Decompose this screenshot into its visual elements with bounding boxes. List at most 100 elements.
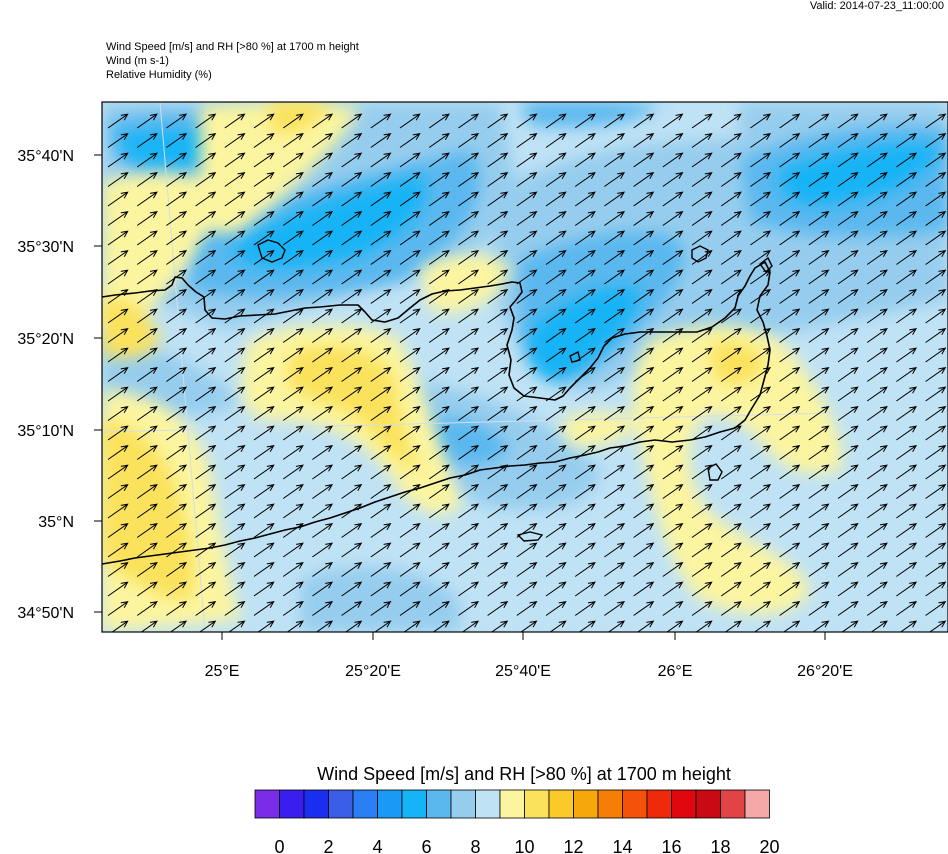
wind-arrow — [574, 308, 596, 324]
wind-arrow — [896, 347, 918, 363]
wind-arrow — [662, 464, 684, 480]
wind-arrow — [720, 269, 742, 285]
wind-arrow — [866, 523, 888, 538]
wind-arrow — [487, 464, 509, 480]
wind-arrow — [282, 523, 304, 538]
wind-arrow — [107, 172, 129, 187]
wind-arrow — [808, 211, 830, 226]
wind-arrow — [633, 230, 655, 246]
wind-arrow — [166, 562, 188, 577]
wind-arrow — [545, 464, 567, 480]
wind-arrow — [720, 406, 742, 421]
wind-arrow — [691, 133, 713, 148]
lat-tick-5: 35°N — [38, 514, 74, 531]
wind-arrow — [633, 542, 655, 558]
wind-arrow — [866, 211, 888, 226]
wind-arrow — [574, 113, 596, 129]
wind-arrow — [604, 347, 626, 363]
wind-arrow — [545, 445, 567, 460]
wind-arrow — [633, 484, 655, 499]
wind-arrow — [866, 601, 888, 616]
wind-arrow — [545, 484, 567, 499]
wind-arrow — [837, 406, 859, 421]
wind-arrow — [312, 464, 334, 480]
wind-arrow — [808, 269, 830, 285]
wind-arrow — [487, 308, 509, 324]
wind-arrow — [750, 386, 772, 402]
wind-arrow — [224, 445, 246, 460]
wind-arrow — [574, 133, 596, 148]
wind-arrow — [545, 503, 567, 519]
wind-arrow — [341, 601, 363, 616]
wind-arrow — [166, 269, 188, 285]
wind-arrow — [837, 464, 859, 480]
wind-arrow — [224, 250, 246, 265]
wind-arrow — [808, 503, 830, 519]
wind-arrow — [662, 113, 684, 129]
colorbar-swatch — [352, 789, 378, 819]
wind-arrow — [253, 328, 275, 343]
colorbar-label: 20 — [759, 837, 779, 854]
wind-arrow — [195, 328, 217, 343]
colorbar-swatch — [622, 789, 648, 819]
wind-arrow — [282, 250, 304, 265]
wind-arrow — [724, 620, 742, 632]
wind-arrow — [428, 503, 450, 519]
wind-arrow — [691, 211, 713, 226]
wind-arrow — [837, 172, 859, 187]
wind-arrow — [224, 308, 246, 324]
wind-arrow — [487, 269, 509, 285]
wind-arrow — [399, 250, 421, 265]
wind-arrow — [837, 386, 859, 402]
wind-arrow — [399, 445, 421, 460]
wind-arrow — [166, 464, 188, 480]
wind-arrow — [224, 172, 246, 187]
wind-arrow — [662, 523, 684, 538]
wind-arrow — [896, 562, 918, 577]
colorbar-swatch — [720, 789, 746, 819]
wind-arrow — [458, 367, 480, 382]
wind-arrow — [750, 172, 772, 187]
wind-arrow — [866, 581, 888, 597]
wind-arrow — [925, 289, 947, 304]
wind-arrow — [195, 113, 217, 129]
wind-arrow — [370, 211, 392, 226]
wind-arrow — [195, 152, 217, 168]
wind-arrow — [428, 542, 450, 558]
colorbar-swatch — [475, 789, 501, 819]
wind-arrow — [750, 133, 772, 148]
wind-arrow — [458, 250, 480, 265]
wind-arrow — [107, 113, 129, 129]
wind-arrow — [691, 328, 713, 343]
wind-arrow — [253, 152, 275, 168]
wind-arrow — [195, 347, 217, 363]
wind-arrow — [166, 503, 188, 519]
wind-arrow — [169, 620, 188, 632]
wind-arrow — [896, 542, 918, 558]
wind-arrow — [925, 172, 947, 187]
wind-arrow — [779, 445, 801, 460]
wind-arrow — [282, 445, 304, 460]
wind-arrow — [837, 562, 859, 577]
wind-arrow — [662, 445, 684, 460]
wind-arrow — [808, 289, 830, 304]
wind-arrow — [315, 620, 334, 632]
wind-arrow — [720, 445, 742, 460]
wind-arrow — [837, 308, 859, 324]
wind-arrow — [925, 230, 947, 246]
wind-arrow — [195, 289, 217, 304]
wind-arrow — [662, 425, 684, 441]
wind-arrow — [750, 113, 772, 129]
wind-arrow — [107, 328, 129, 343]
wind-arrow — [136, 386, 158, 402]
wind-arrow — [925, 562, 947, 577]
wind-arrow — [837, 367, 859, 382]
wind-arrow — [896, 289, 918, 304]
wind-arrow — [282, 269, 304, 285]
wind-arrow — [896, 503, 918, 519]
wind-arrow — [428, 152, 450, 168]
wind-arrow — [837, 581, 859, 597]
wind-arrow — [458, 601, 480, 616]
colorbar-swatch — [744, 789, 770, 819]
colorbar-label: 16 — [661, 837, 681, 854]
